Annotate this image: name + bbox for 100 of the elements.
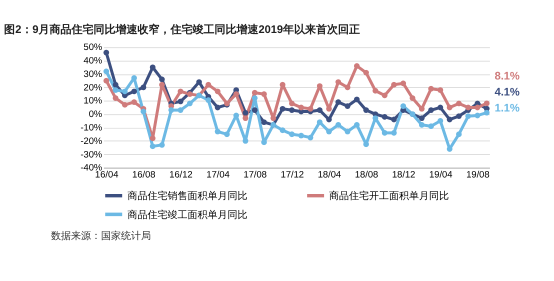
point <box>437 118 444 124</box>
point <box>131 88 137 94</box>
text: 8.1% <box>494 70 520 82</box>
point <box>261 119 267 126</box>
x-tick-label: 17/12 <box>280 169 304 180</box>
y-tick-label: 30% <box>84 68 102 79</box>
point <box>233 91 240 97</box>
point <box>456 100 462 106</box>
point <box>354 96 360 102</box>
point <box>326 128 332 134</box>
point <box>418 115 425 122</box>
point <box>159 76 165 82</box>
point <box>103 50 110 56</box>
point <box>382 114 388 120</box>
point <box>326 116 332 122</box>
point <box>196 79 202 85</box>
point <box>178 98 184 104</box>
point <box>280 127 286 134</box>
x-tick-label: 16/04 <box>95 169 118 180</box>
point <box>289 131 295 138</box>
point <box>214 88 220 94</box>
point <box>428 107 434 113</box>
y-tick-label: 20% <box>84 82 102 92</box>
y-tick-label: 40% <box>84 56 102 66</box>
x-tick-label: 16/12 <box>169 169 193 180</box>
text: 1.1% <box>494 102 520 115</box>
point <box>418 122 425 128</box>
point <box>474 104 480 110</box>
point <box>186 100 193 106</box>
x-tick-label: 18/04 <box>318 169 342 180</box>
point <box>206 82 212 88</box>
x-tick-label: 16/08 <box>132 169 156 180</box>
point <box>446 116 452 122</box>
point <box>372 88 378 94</box>
point <box>252 90 258 96</box>
point <box>437 104 444 110</box>
point <box>178 88 184 94</box>
y-tick-label: 10% <box>84 96 102 106</box>
y-tick-label: -20% <box>80 136 102 146</box>
point <box>214 104 220 110</box>
x-tick-label: 18/08 <box>354 169 378 180</box>
point <box>112 95 118 101</box>
y-tick-label: 50% <box>84 42 102 52</box>
point <box>335 79 342 85</box>
point <box>484 110 490 116</box>
point <box>335 99 342 105</box>
point <box>354 63 360 69</box>
point <box>363 70 369 76</box>
point <box>344 128 350 134</box>
point <box>159 142 165 148</box>
point <box>140 84 146 90</box>
point <box>289 107 295 113</box>
point <box>168 107 174 113</box>
point <box>382 92 388 98</box>
point <box>391 82 397 88</box>
point <box>122 88 128 94</box>
point <box>400 80 406 86</box>
point <box>363 107 369 113</box>
point <box>335 122 342 128</box>
legend-label: 商品住宅销售面积单月同比 <box>127 190 248 202</box>
point <box>316 107 323 113</box>
point <box>298 132 304 138</box>
point <box>150 143 156 150</box>
point <box>122 102 128 108</box>
x-tick-label: 17/04 <box>206 169 230 180</box>
x-tick-label: 18/12 <box>392 169 416 180</box>
text: 4.1% <box>494 86 520 99</box>
legend-label: 商品住宅开工面积单月同比 <box>329 190 450 202</box>
source-note: 数据来源：国家统计局 <box>50 230 151 242</box>
point <box>280 106 286 112</box>
point <box>103 78 110 84</box>
point <box>344 84 350 90</box>
point <box>261 91 267 97</box>
point <box>178 107 184 113</box>
point <box>437 87 444 93</box>
y-tick-label: 0% <box>88 109 102 120</box>
point <box>103 68 110 74</box>
legend-label: 商品住宅竣工面积单月同比 <box>127 208 248 221</box>
point <box>131 99 137 105</box>
point <box>391 130 397 136</box>
point <box>474 112 480 118</box>
point <box>428 86 434 92</box>
point <box>224 131 230 138</box>
point <box>484 100 490 106</box>
point <box>354 122 360 128</box>
point <box>242 110 248 116</box>
x-tick-label: 17/08 <box>244 169 267 180</box>
point <box>289 100 295 106</box>
x-tick-label: 19/08 <box>466 169 490 180</box>
point <box>456 131 462 138</box>
point <box>428 123 434 130</box>
point <box>308 134 314 140</box>
y-tick-label: -30% <box>80 149 102 160</box>
point <box>150 135 156 142</box>
point <box>410 95 416 101</box>
y-tick-label: -10% <box>80 122 102 133</box>
point <box>112 82 118 88</box>
point <box>298 104 304 110</box>
point <box>391 116 397 122</box>
point <box>214 128 220 134</box>
